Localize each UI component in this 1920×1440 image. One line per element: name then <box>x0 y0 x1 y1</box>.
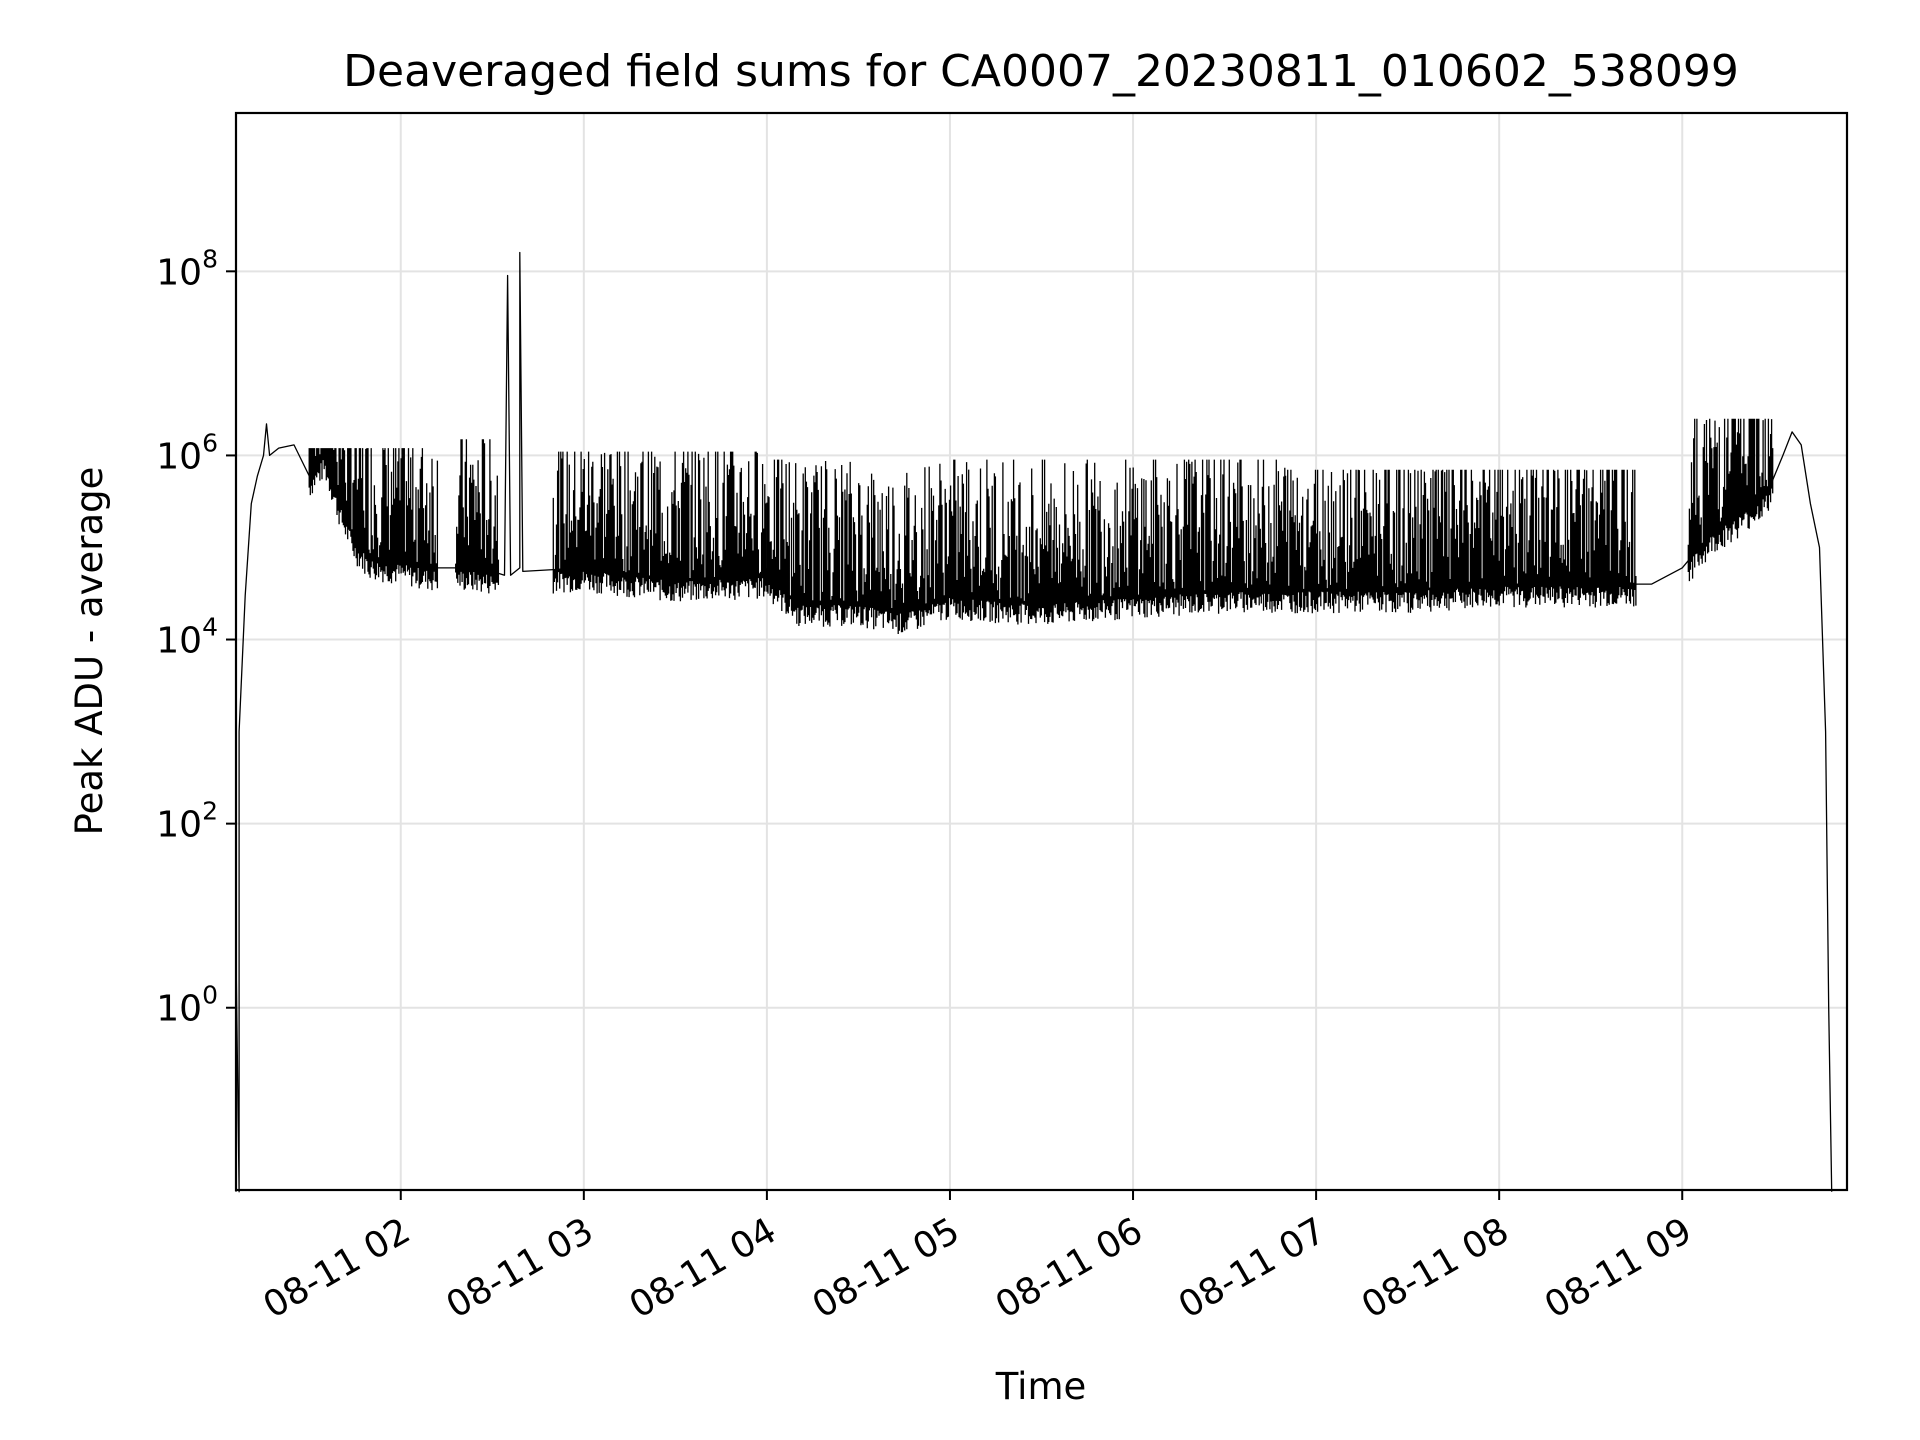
y-tick-label: 106 <box>156 428 218 477</box>
x-axis-label: Time <box>995 1365 1087 1408</box>
chart-title: Deaveraged field sums for CA0007_2023081… <box>343 46 1739 97</box>
y-tick-base: 10 <box>156 989 202 1030</box>
series-layer <box>235 251 1833 1193</box>
series-spikes <box>766 459 981 634</box>
series-spikes <box>1687 418 1774 582</box>
y-tick-exponent: 4 <box>202 613 218 642</box>
plot-frame <box>234 111 1849 1192</box>
series-spikes <box>979 459 1286 625</box>
y-tick-exponent: 2 <box>202 797 218 826</box>
y-tick-base: 10 <box>156 436 202 477</box>
series-spikes <box>308 448 439 591</box>
y-tick-label: 102 <box>156 797 218 846</box>
y-tick-label: 104 <box>156 613 218 662</box>
y-tick-exponent: 8 <box>202 244 218 273</box>
y-tick-exponent: 0 <box>202 981 218 1010</box>
y-tick-label: 100 <box>156 981 218 1030</box>
y-tick-base: 10 <box>156 252 202 293</box>
y-tick-exponent: 6 <box>202 428 218 457</box>
y-tick-base: 10 <box>156 805 202 846</box>
y-tick-label: 108 <box>156 244 218 293</box>
series-spikes <box>1284 469 1637 614</box>
series-spikes <box>552 451 768 602</box>
grid-layer <box>236 113 1847 1190</box>
y-axis-label: Peak ADU - average <box>68 467 111 836</box>
series-spikes <box>455 439 500 594</box>
y-tick-base: 10 <box>156 621 202 662</box>
